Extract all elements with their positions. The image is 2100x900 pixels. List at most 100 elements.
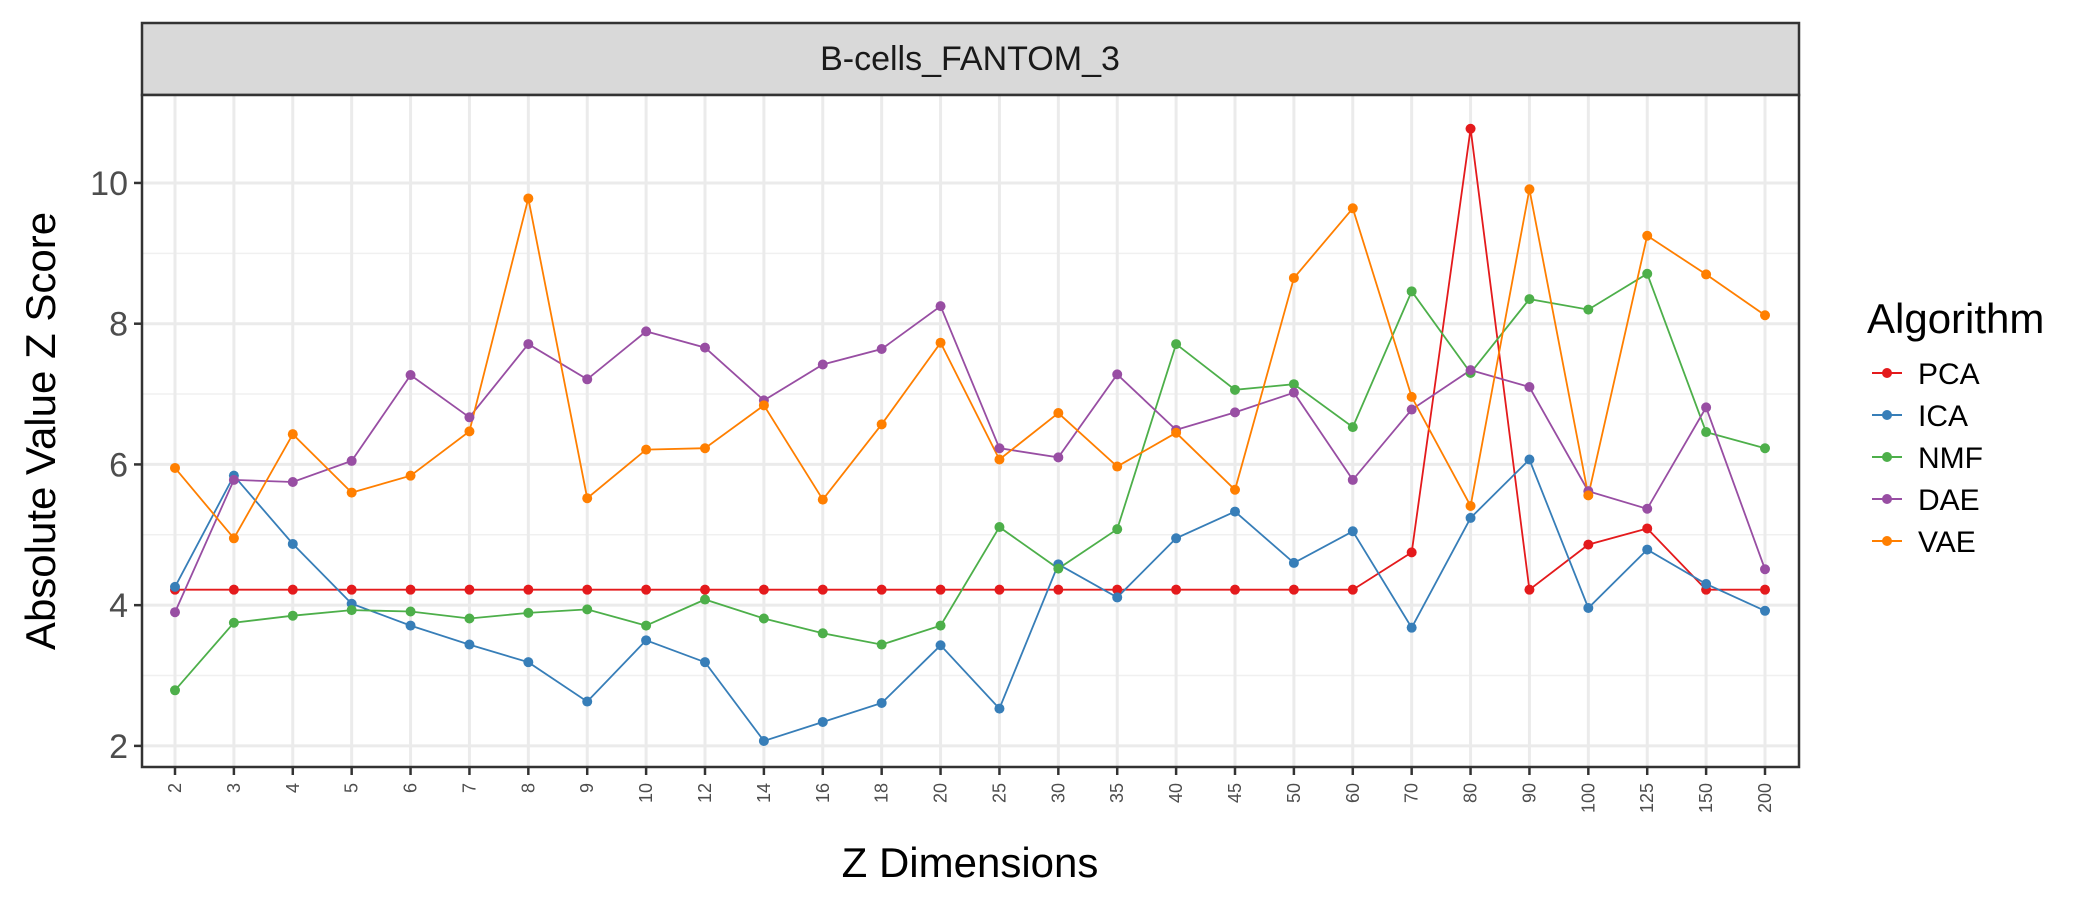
data-point-ica — [1288, 557, 1299, 568]
data-point-ica — [1583, 602, 1594, 613]
data-point-nmf — [228, 617, 239, 628]
data-point-ica — [1406, 622, 1417, 633]
data-point-dae — [1465, 365, 1476, 376]
data-point-vae — [1171, 427, 1182, 438]
data-point-ica — [758, 735, 769, 746]
data-point-dae — [523, 339, 534, 350]
data-point-vae — [876, 419, 887, 430]
data-point-vae — [170, 462, 180, 473]
data-point-ica — [994, 703, 1005, 714]
data-point-pca — [582, 584, 593, 595]
gridlines — [142, 95, 1799, 767]
plot-panel — [142, 95, 1799, 767]
x-tick-label: 35 — [1107, 783, 1127, 803]
data-point-pca — [1465, 123, 1476, 134]
data-point-nmf — [1524, 294, 1535, 305]
x-tick-label: 150 — [1696, 783, 1716, 813]
data-point-ica — [523, 657, 534, 668]
data-point-ica — [1230, 506, 1240, 517]
data-point-ica — [876, 697, 887, 708]
data-point-dae — [287, 477, 298, 488]
data-point-nmf — [405, 606, 416, 617]
data-point-vae — [1230, 484, 1240, 495]
data-point-vae — [641, 444, 652, 455]
data-point-ica — [935, 640, 946, 651]
data-point-dae — [1230, 407, 1240, 418]
data-point-pca — [1288, 584, 1299, 595]
data-point-nmf — [1760, 443, 1770, 454]
x-tick-label: 16 — [813, 783, 833, 803]
data-point-vae — [1053, 408, 1064, 419]
x-tick-label: 90 — [1519, 783, 1539, 803]
data-point-dae — [1112, 369, 1123, 380]
data-point-nmf — [1053, 563, 1064, 574]
data-point-dae — [1760, 564, 1770, 575]
data-point-vae — [346, 487, 357, 498]
data-point-vae — [758, 400, 769, 411]
legend-label: PCA — [1918, 358, 1980, 391]
x-tick-label: 10 — [636, 783, 656, 803]
x-tick-label: 25 — [989, 783, 1009, 803]
data-point-dae — [464, 412, 475, 423]
series-line-nmf — [174, 272, 1766, 691]
series-line-dae — [174, 304, 1766, 613]
data-point-nmf — [641, 620, 652, 631]
x-tick-label: 100 — [1578, 783, 1598, 813]
data-point-nmf — [1406, 286, 1417, 297]
data-point-pca — [1053, 584, 1064, 595]
data-point-pca — [1760, 584, 1770, 595]
data-point-dae — [1642, 503, 1653, 514]
data-point-nmf — [582, 604, 593, 615]
x-tick-label: 70 — [1402, 783, 1422, 803]
data-point-pca — [935, 584, 946, 595]
data-point-dae — [817, 359, 828, 370]
data-point-pca — [1347, 584, 1358, 595]
x-tick-label: 5 — [342, 783, 362, 793]
facet-strip — [140, 21, 1801, 97]
data-point-ica — [170, 581, 180, 592]
series-points — [170, 123, 1770, 746]
data-point-pca — [405, 584, 416, 595]
data-point-dae — [170, 607, 180, 618]
data-point-ica — [582, 696, 593, 707]
data-point-nmf — [817, 628, 828, 639]
x-tick-label: 30 — [1048, 783, 1068, 803]
data-point-dae — [405, 370, 416, 381]
x-tick-label: 4 — [283, 783, 303, 793]
data-point-nmf — [1701, 427, 1712, 438]
data-point-vae — [994, 454, 1005, 465]
legend-label: ICA — [1918, 400, 1968, 433]
data-point-nmf — [1642, 268, 1653, 279]
legend-title: Algorithm — [1867, 295, 2044, 342]
data-point-nmf — [1347, 422, 1358, 433]
data-point-vae — [1524, 184, 1535, 195]
data-point-vae — [1406, 391, 1417, 402]
x-tick-label: 2 — [165, 783, 185, 793]
data-point-pca — [641, 584, 652, 595]
data-point-pca — [1406, 547, 1417, 558]
data-point-nmf — [994, 522, 1005, 533]
series-line-vae — [174, 189, 1766, 540]
data-point-vae — [1760, 310, 1770, 321]
data-point-ica — [1347, 526, 1358, 537]
data-point-nmf — [1288, 379, 1299, 390]
data-point-nmf — [700, 594, 710, 605]
y-tick-label: 6 — [109, 446, 128, 484]
data-point-dae — [1701, 402, 1712, 413]
legend: Algorithm PCA ICA NMF DAE VAE — [1867, 295, 2044, 559]
data-point-vae — [582, 493, 593, 504]
data-point-pca — [876, 584, 887, 595]
data-point-dae — [1347, 474, 1358, 485]
data-point-pca — [523, 584, 534, 595]
data-point-dae — [1524, 382, 1535, 393]
y-tick-label: 2 — [109, 728, 128, 766]
data-point-pca — [1642, 523, 1653, 534]
data-point-vae — [1288, 272, 1299, 283]
legend-key-point — [1882, 368, 1892, 378]
data-point-dae — [1053, 452, 1064, 463]
data-point-nmf — [170, 685, 180, 696]
data-point-ica — [1112, 592, 1123, 603]
x-tick-label: 18 — [872, 783, 892, 803]
data-point-ica — [641, 635, 652, 646]
y-tick-label: 8 — [109, 306, 128, 344]
